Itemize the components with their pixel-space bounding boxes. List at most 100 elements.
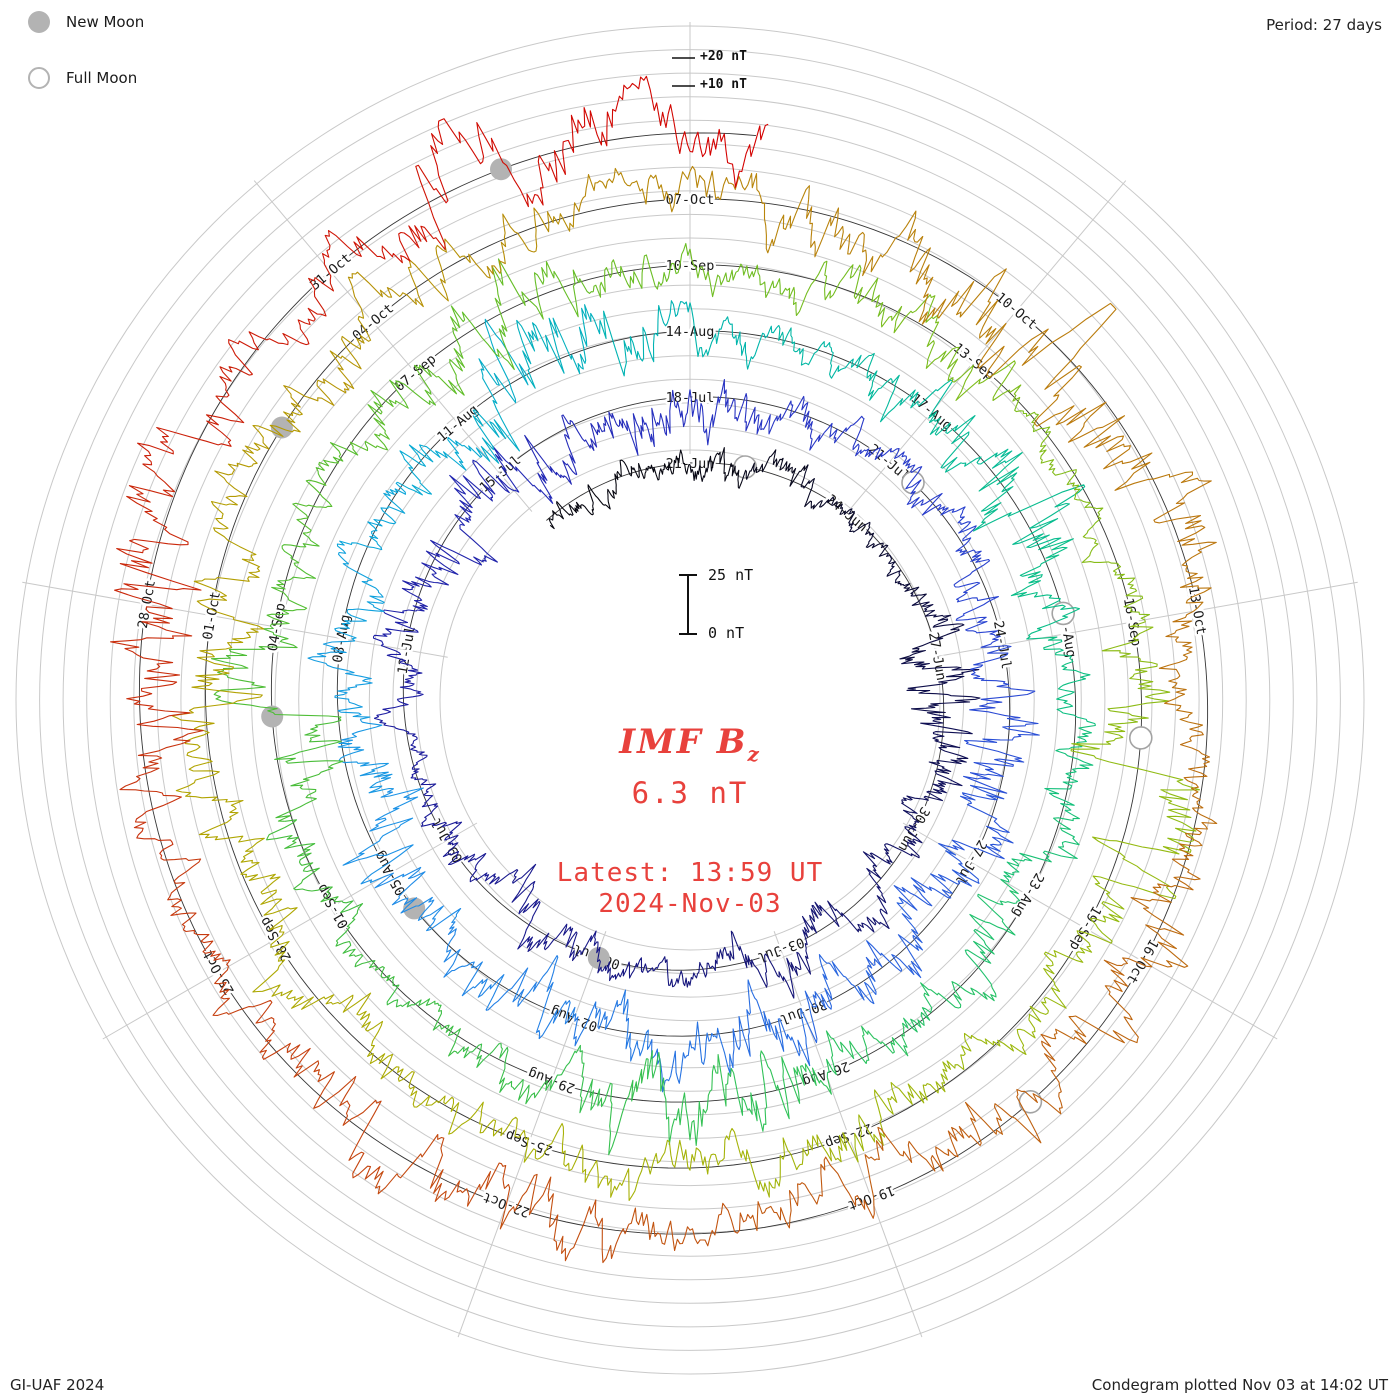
bz-trace-segment <box>321 164 446 265</box>
bz-trace-segment <box>901 773 963 831</box>
bz-trace-segment <box>119 728 204 859</box>
bz-trace-segment <box>374 1133 511 1207</box>
bz-trace-segment <box>562 75 691 175</box>
full-moon-marker <box>733 455 758 479</box>
new-moon-marker <box>261 705 284 728</box>
new-moon-label: New Moon <box>66 13 145 31</box>
bz-trace-segment <box>689 165 810 254</box>
bz-trace-segment <box>372 580 428 646</box>
period-label: Period: 27 days <box>1266 16 1382 34</box>
bz-trace-segment <box>940 506 991 586</box>
bz-trace-segment <box>114 463 202 610</box>
bz-trace-segment <box>628 1202 752 1252</box>
bz-trace-segment <box>880 294 962 383</box>
chart-title-main: IMF B <box>619 722 748 762</box>
bz-trace-segment <box>137 366 253 466</box>
bz-trace-segment <box>1081 525 1150 621</box>
bz-trace-segment <box>1000 813 1080 883</box>
new-moon-marker <box>403 897 426 920</box>
bz-trace-segment <box>596 947 660 982</box>
bz-trace-segment <box>414 528 498 588</box>
date-tick-label: 16-Oct <box>1123 936 1161 986</box>
bz-trace-segment <box>825 1022 909 1078</box>
bz-trace-segment <box>374 866 462 932</box>
bz-trace-segment <box>494 863 541 950</box>
bz-trace-segment <box>964 1033 1063 1144</box>
date-tick-label: 01-Sep <box>314 881 352 931</box>
bz-trace-segment <box>283 307 372 408</box>
bz-trace-segment <box>719 930 795 999</box>
bz-trace-segment <box>266 819 342 903</box>
bz-trace-segment <box>969 645 1036 720</box>
bz-trace-segment <box>516 304 601 389</box>
bz-trace-segment <box>1101 619 1171 725</box>
bz-trace-segment <box>386 980 461 1057</box>
bz-trace-segment <box>228 835 298 936</box>
bz-trace-segment <box>854 1081 946 1163</box>
bz-trace-segment <box>624 389 691 456</box>
bz-trace-segment <box>413 305 515 396</box>
bz-trace-segment <box>646 1050 735 1147</box>
bz-trace-segment <box>689 447 743 489</box>
bz-trace-segment <box>1010 538 1080 640</box>
bz-trace-segment <box>561 411 626 475</box>
bz-trace-segment <box>1130 847 1201 968</box>
bz-trace-segment <box>374 717 428 781</box>
date-tick-label: 25-Sep <box>503 1127 554 1159</box>
date-tick-label: 11-Aug <box>434 402 482 446</box>
legend-row-new-moon: New Moon <box>28 10 144 34</box>
bz-trace-segment <box>491 258 594 332</box>
bz-trace-segment <box>342 787 424 885</box>
date-tick-label: 04-Oct <box>349 301 397 345</box>
bz-trace-segment <box>335 900 395 982</box>
bz-trace-segment <box>420 779 463 841</box>
bz-trace-segment <box>1046 957 1153 1045</box>
bz-trace-segment <box>171 618 265 730</box>
scalebar-bottom-label: 0 nT <box>708 624 745 642</box>
latest-time-line: Latest: 13:59 UT <box>556 857 824 888</box>
bz-trace-segment <box>274 719 344 822</box>
bz-trace-segment <box>1039 636 1096 725</box>
bz-trace-segment <box>733 1050 832 1132</box>
bz-trace-segment <box>228 264 335 375</box>
bz-trace-segment <box>805 199 924 277</box>
bz-trace-segment <box>214 402 303 506</box>
latest-value: 6.3 nT <box>631 775 749 810</box>
date-tick-label: 27-Jun <box>925 631 949 682</box>
full-moon-icon <box>28 67 50 89</box>
bz-trace-segment <box>741 449 809 487</box>
bz-trace-segment <box>349 379 437 452</box>
center-annotation: IMF Bz 6.3 nT Latest: 13:59 UT 2024-Nov-… <box>390 722 990 920</box>
bz-trace-segment <box>252 935 372 1015</box>
date-tick-label: 16-Sep <box>1120 597 1144 648</box>
bz-trace-segment <box>1028 930 1112 1023</box>
new-moon-marker <box>587 946 610 969</box>
date-tick-label: 22-Sep <box>823 1120 874 1152</box>
bz-trace-segment <box>397 437 491 496</box>
bz-trace-segment <box>732 979 811 1069</box>
date-tick-label: 24-Jul <box>990 620 1014 671</box>
chart-title-subscript: z <box>747 741 761 766</box>
bz-trace-segment <box>266 532 320 627</box>
bz-trace-segment <box>902 981 997 1033</box>
bz-trace-segment <box>1153 479 1217 612</box>
bz-trace-segment <box>449 459 515 529</box>
bz-trace-segment <box>955 360 1051 434</box>
bz-trace-segment <box>356 1010 431 1108</box>
date-tick-label: 24-Jun <box>823 492 871 536</box>
new-moon-icon <box>28 11 50 33</box>
bz-trace-segment <box>499 1173 630 1264</box>
bz-trace-segment <box>786 901 840 976</box>
bz-trace-segment <box>599 300 691 377</box>
bz-trace-segment <box>193 500 261 620</box>
bz-trace-segment <box>899 600 965 663</box>
bz-trace-segment <box>492 434 578 504</box>
bz-trace-segment <box>756 395 825 451</box>
full-moon-marker <box>1129 726 1153 750</box>
bz-trace-segment <box>472 318 529 464</box>
bz-trace-segment <box>307 640 373 720</box>
bz-trace-segment <box>336 481 407 551</box>
bz-trace-segment <box>110 606 193 730</box>
